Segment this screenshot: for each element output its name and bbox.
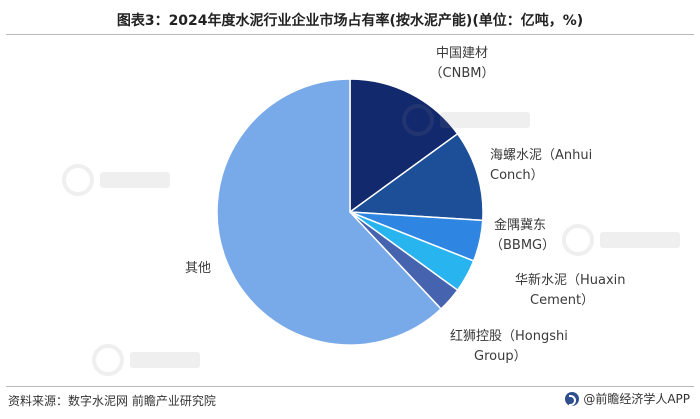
brand-badge: @前瞻经济学人APP [565,390,690,407]
brand-text: @前瞻经济学人APP [583,392,690,406]
slice-label-anhui-conch: 海螺水泥（Anhui Conch） [490,146,592,186]
pie-slice-1 [347,132,484,222]
slice-label-bbmg-name: 金隅冀东 [493,218,546,233]
slice-label-hongshi-name: 红狮控股（Hongshi [450,329,568,344]
slice-label-huaxin-name: 华新水泥（Huaxin [515,273,626,288]
pie-slice-5 [216,78,443,346]
slice-label-cnbm-sub: （CNBM） [429,66,495,81]
slice-label-hongshi-sub: Group） [474,349,527,364]
slice-label-cnbm: 中国建材 （CNBM） [420,44,504,84]
source-note: 资料来源：数字水泥网 前瞻产业研究院 [8,394,216,408]
slice-label-other-name: 其他 [185,261,212,276]
slice-label-bbmg-sub: （BBMG） [490,238,556,253]
slice-label-anhui-conch-name: 海螺水泥（Anhui [490,148,593,163]
slice-label-cnbm-name: 中国建材 [435,46,488,61]
slice-label-hongshi: 红狮控股（Hongshi Group） [450,327,568,367]
brand-logo-icon [565,391,580,406]
slice-label-huaxin: 华新水泥（Huaxin Cement） [515,271,626,311]
slice-label-huaxin-sub: Cement） [530,293,595,308]
bottom-divider [6,386,694,387]
slice-label-other: 其他 [185,259,211,279]
chart-title: 图表3：2024年度水泥行业企业市场占有率(按水泥产能)(单位：亿吨，%) [116,13,584,29]
slice-label-anhui-conch-sub: Conch） [490,168,544,183]
pie-slice-0 [349,78,459,214]
top-divider [6,34,694,35]
slice-label-bbmg: 金隅冀东 （BBMG） [490,216,556,256]
